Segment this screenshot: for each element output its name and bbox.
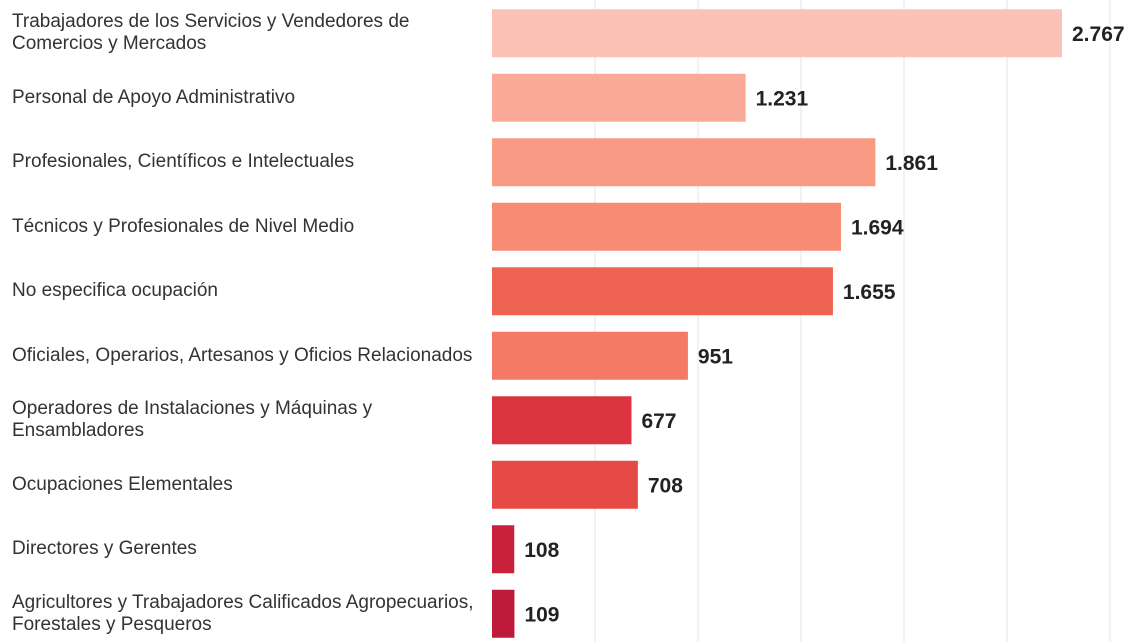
value-label: 1.861 <box>885 152 938 175</box>
bar <box>492 589 515 638</box>
bar <box>492 9 1063 58</box>
bar <box>492 396 632 445</box>
bar <box>492 73 746 122</box>
bar <box>492 331 688 380</box>
value-label: 109 <box>524 603 559 626</box>
category-label: Directores y Gerentes <box>12 538 197 560</box>
category-label: Ocupaciones Elementales <box>12 473 233 495</box>
category-label: Técnicos y Profesionales de Nivel Medio <box>12 215 355 237</box>
value-label: 677 <box>641 410 676 433</box>
category-label: Oficiales, Operarios, Artesanos y Oficio… <box>12 344 473 366</box>
bar <box>492 202 841 251</box>
category-label: Agricultores y Trabajadores Calificados … <box>12 591 474 635</box>
value-label: 951 <box>698 345 733 368</box>
value-label: 1.231 <box>756 87 809 110</box>
value-label: 108 <box>524 539 559 562</box>
value-label: 1.694 <box>851 216 904 239</box>
bar <box>492 525 515 574</box>
value-label: 708 <box>648 474 683 497</box>
category-label: No especifica ocupación <box>12 280 218 302</box>
category-label: Profesionales, Científicos e Intelectual… <box>12 151 355 173</box>
category-label: Operadores de Instalaciones y Máquinas y… <box>12 398 373 442</box>
category-label: Trabajadores de los Servicios y Vendedor… <box>12 11 410 55</box>
bar <box>492 460 638 509</box>
value-label: 2.767 <box>1072 23 1125 46</box>
value-label: 1.655 <box>843 281 896 304</box>
bar <box>492 267 833 316</box>
category-label: Personal de Apoyo Administrativo <box>12 86 296 108</box>
bar <box>492 138 876 187</box>
